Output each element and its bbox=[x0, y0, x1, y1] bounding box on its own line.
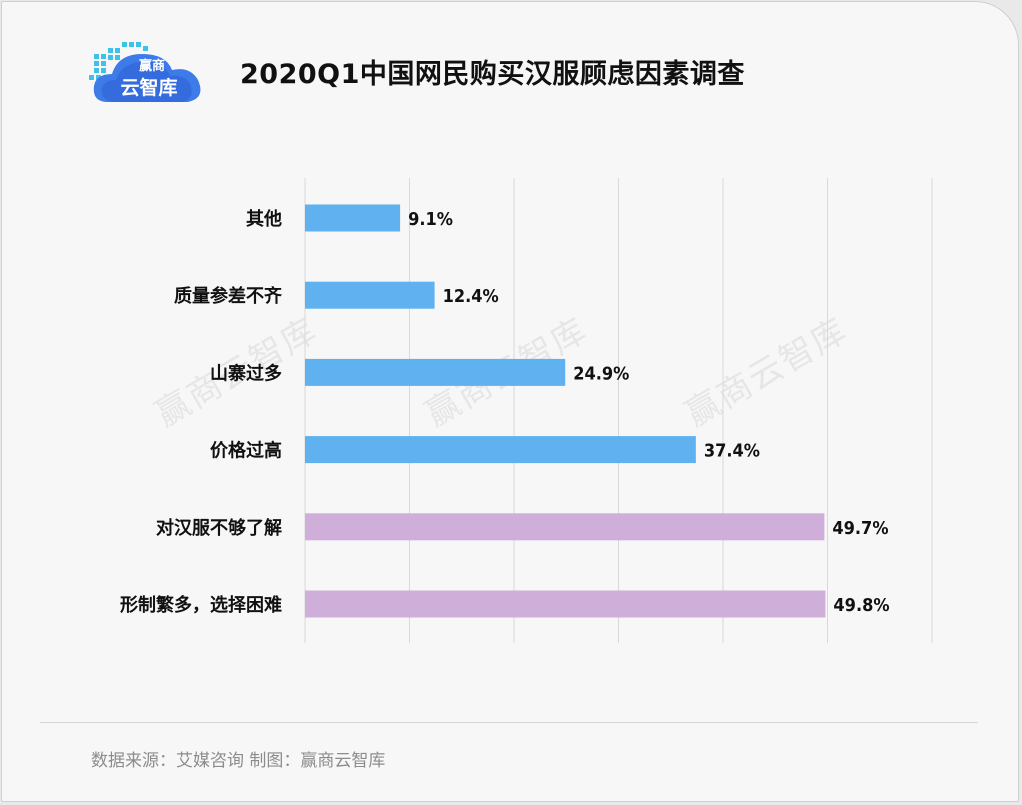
value-label: 24.9% bbox=[573, 363, 629, 384]
value-label: 49.8% bbox=[833, 595, 889, 616]
bar bbox=[305, 590, 826, 618]
chart-title: 2020Q1中国网民购买汉服顾虑因素调查 bbox=[240, 59, 745, 90]
value-label: 12.4% bbox=[443, 286, 499, 307]
value-label: 49.7% bbox=[832, 518, 888, 539]
category-label: 对汉服不够了解 bbox=[156, 517, 282, 539]
footer-divider bbox=[40, 722, 978, 723]
category-label: 山寨过多 bbox=[210, 362, 282, 384]
bars bbox=[305, 204, 826, 618]
logo-text-line1: 赢商 bbox=[139, 58, 165, 74]
logo-text-line2: 云智库 bbox=[120, 76, 177, 99]
logo: 赢商 云智库 bbox=[89, 42, 201, 102]
bar bbox=[305, 436, 696, 464]
category-label: 质量参差不齐 bbox=[174, 285, 283, 307]
category-label: 其他 bbox=[246, 208, 282, 230]
logo-pixel-icon bbox=[89, 42, 148, 80]
category-label: 形制繁多，选择困难 bbox=[120, 594, 282, 616]
bar bbox=[305, 281, 435, 309]
bar bbox=[305, 513, 825, 541]
source-footer: 数据来源：艾媒咨询 制图：赢商云智库 bbox=[91, 751, 386, 771]
bar bbox=[305, 204, 401, 232]
value-label: 9.1% bbox=[408, 209, 453, 230]
category-label: 价格过高 bbox=[210, 440, 282, 462]
bar bbox=[305, 358, 566, 386]
grid-lines bbox=[304, 178, 933, 643]
value-label: 37.4% bbox=[704, 441, 760, 462]
value-labels: 9.1% 12.4% 24.9% 37.4% 49.7% 49.8% bbox=[408, 209, 890, 616]
